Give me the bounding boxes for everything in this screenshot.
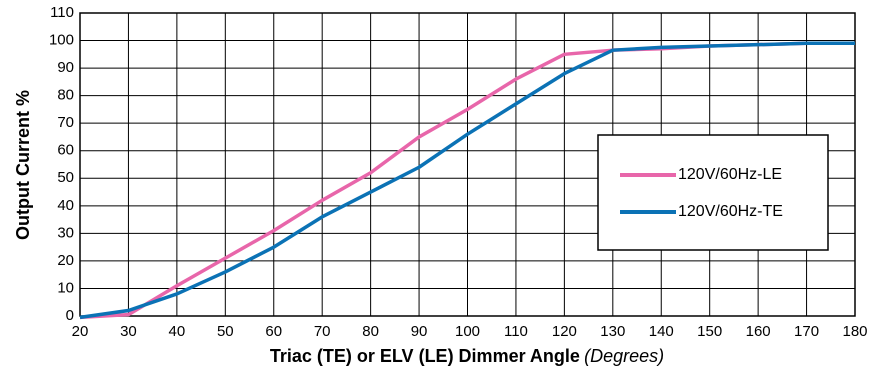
legend-label: 120V/60Hz-TE: [678, 203, 783, 220]
x-tick-label: 160: [746, 323, 771, 340]
y-tick-label: 10: [57, 279, 74, 296]
x-tick-label: 90: [411, 323, 428, 340]
x-tick-label: 100: [455, 323, 480, 340]
x-tick-label: 80: [362, 323, 379, 340]
y-tick-label: 50: [57, 169, 74, 186]
x-tick-label: 170: [794, 323, 819, 340]
x-tick-label: 60: [265, 323, 282, 340]
x-axis-title: Triac (TE) or ELV (LE) Dimmer Angle (Deg…: [270, 346, 664, 366]
y-tick-label: 60: [57, 142, 74, 159]
y-tick-label: 90: [57, 59, 74, 76]
y-tick-label: 80: [57, 87, 74, 104]
plot-frame: [79, 12, 856, 317]
y-tick-label: 30: [57, 224, 74, 241]
x-tick-label: 30: [120, 323, 137, 340]
x-tick-label: 180: [842, 323, 867, 340]
y-tick-label: 0: [66, 307, 74, 324]
x-tick-label: 20: [72, 323, 89, 340]
y-tick-label: 20: [57, 252, 74, 269]
legend-label: 120V/60Hz-LE: [678, 166, 782, 183]
x-tick-label: 50: [217, 323, 234, 340]
data-line: [79, 41, 855, 320]
x-tick-label: 110: [504, 323, 528, 340]
legend-box: [597, 134, 829, 251]
x-tick-label: 120: [552, 323, 577, 340]
x-tick-label: 40: [169, 323, 186, 340]
x-tick-label: 70: [314, 323, 331, 340]
y-tick-label: 70: [57, 114, 74, 131]
y-axis-title: Output Current %: [13, 90, 33, 240]
x-tick-label: 130: [600, 323, 625, 340]
x-tick-label: 150: [697, 323, 722, 340]
x-tick-label: 140: [649, 323, 674, 340]
y-tick-label: 40: [57, 197, 74, 214]
y-tick-label: 110: [50, 4, 74, 21]
x-axis-title-unit: (Degrees): [584, 346, 664, 366]
y-tick-label: 100: [49, 32, 74, 49]
x-axis-title-main: Triac (TE) or ELV (LE) Dimmer Angle: [270, 346, 580, 366]
